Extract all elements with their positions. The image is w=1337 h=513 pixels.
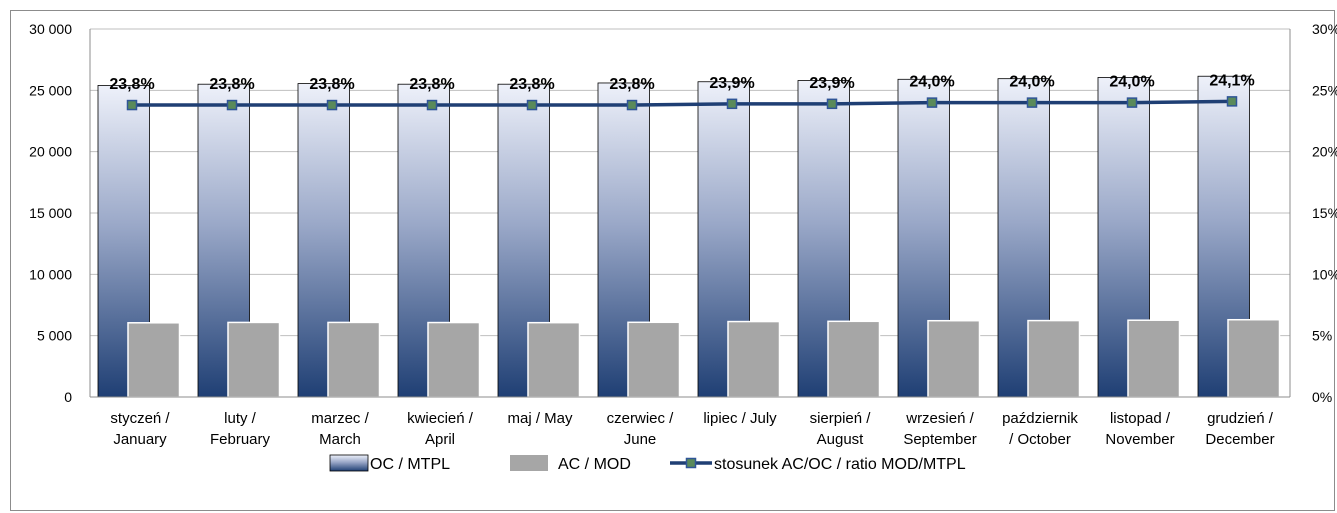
y-tick-label: 15 000 [29, 205, 72, 221]
legend: OC / MTPL AC / MOD stosunek AC/OC / ratio … [329, 454, 966, 473]
ratio-marker [326, 99, 338, 111]
ratio-marker [926, 97, 938, 108]
mod-bar [627, 321, 681, 398]
category-label: wrzesień / [905, 410, 974, 427]
ratio-marker [726, 98, 738, 110]
ratio-data-label: 23,8% [409, 76, 454, 93]
category-label: December [1205, 431, 1274, 448]
mod-bar [927, 319, 981, 398]
ratio-data-label: 24,0% [1009, 74, 1054, 91]
category-label: August [817, 431, 865, 448]
category-label: September [903, 431, 976, 448]
y2-tick-label: 25% [1312, 82, 1337, 98]
category-label: sierpień / [810, 410, 872, 427]
category-label: April [425, 431, 455, 448]
y-tick-label: 0 [64, 389, 72, 405]
y-tick-label: 25 000 [29, 82, 72, 98]
ratio-data-label: 23,8% [609, 76, 654, 93]
ratio-marker [1126, 97, 1138, 108]
y-tick-label: 20 000 [29, 144, 72, 160]
ratio-marker [426, 99, 438, 111]
ratio-marker [526, 99, 538, 111]
mod-bar [427, 321, 481, 398]
category-label: luty / [224, 410, 257, 427]
ratio-marker [626, 99, 638, 111]
category-label: grudzień / [1207, 410, 1274, 427]
legend-swatch-mtpl [329, 454, 369, 472]
category-label: czerwiec / [607, 410, 675, 427]
y-tick-label: 5 000 [37, 328, 72, 344]
legend-label-ratio: stosunek AC/OC / ratio MOD/MTPL [714, 456, 966, 473]
mod-bar [1027, 319, 1081, 398]
category-label: February [210, 431, 271, 448]
legend-label-mod: AC / MOD [558, 456, 631, 473]
y2-tick-label: 5% [1312, 328, 1332, 344]
ratio-marker [226, 99, 238, 111]
ratio-data-label: 23,9% [709, 75, 754, 92]
category-label: / October [1009, 431, 1071, 448]
ratio-data-label: 23,8% [509, 76, 554, 93]
ratio-data-label: 23,9% [809, 75, 854, 92]
category-label: marzec / [311, 410, 369, 427]
mod-bar [1127, 319, 1181, 398]
bars [97, 75, 1281, 398]
ratio-marker [126, 99, 138, 111]
mod-bar [127, 322, 181, 398]
ratio-data-label: 23,8% [109, 76, 154, 93]
category-label: June [624, 431, 657, 448]
data-labels: 23,8% 23,8% 23,8% 23,8% 23,8% 23,8% 23,9% 23,9%… [109, 72, 1254, 93]
mod-bar [227, 321, 281, 398]
ratio-marker [1026, 97, 1038, 108]
y2-tick-label: 15% [1312, 205, 1337, 221]
ratio-data-label: 23,8% [209, 76, 254, 93]
y2-tick-label: 10% [1312, 266, 1337, 282]
ratio-line [126, 96, 1238, 111]
legend-label-mtpl: OC / MTPL [370, 456, 450, 473]
ratio-marker [826, 98, 838, 110]
y-tick-label: 10 000 [29, 266, 72, 282]
legend-swatch-ratio-marker [685, 457, 697, 469]
mod-bar [527, 321, 581, 398]
category-label: kwiecień / [407, 410, 474, 427]
category-label: maj / May [507, 410, 573, 427]
category-label: lipiec / July [703, 410, 777, 427]
y-tick-label: 30 000 [29, 21, 72, 37]
y2-tick-label: 20% [1312, 144, 1337, 160]
mod-bar [727, 320, 781, 398]
mod-bar [327, 321, 381, 398]
category-label: March [319, 431, 361, 448]
category-label: styczeń / [110, 410, 170, 427]
category-label: listopad / [1110, 410, 1171, 427]
ratio-marker [1226, 96, 1238, 107]
ratio-series-line [132, 99, 1233, 107]
ratio-data-label: 24,0% [909, 74, 954, 91]
mod-bar [1227, 318, 1281, 398]
ratio-data-label: 23,8% [309, 76, 354, 93]
category-label: październik [1002, 410, 1078, 427]
y2-tick-label: 30% [1312, 21, 1337, 37]
axes: 0 5 000 10 000 15 000 20 000 25 000 30 000 0% 5%… [29, 21, 1337, 448]
y2-tick-label: 0% [1312, 389, 1332, 405]
mod-bar [827, 320, 881, 398]
category-label: January [113, 431, 167, 448]
ratio-data-label: 24,1% [1209, 72, 1254, 89]
category-label: November [1105, 431, 1174, 448]
ratio-data-label: 24,0% [1109, 74, 1154, 91]
legend-swatch-mod [510, 455, 548, 471]
gridlines [90, 28, 1290, 337]
